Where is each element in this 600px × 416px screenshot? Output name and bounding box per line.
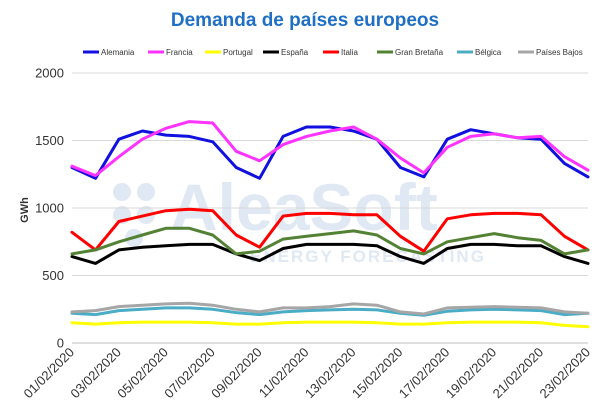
series-group bbox=[70, 120, 590, 329]
chart-title: Demanda de países europeos bbox=[171, 10, 439, 31]
legend: Alemania Francia Portugal España Italia Gran … bbox=[83, 48, 583, 57]
legend-label: Gran Bretaña bbox=[395, 48, 444, 57]
series-line bbox=[70, 301, 590, 316]
legend-label: Países Bajos bbox=[536, 48, 583, 57]
grid bbox=[72, 72, 588, 276]
x-tick-label: 09/02/2020 bbox=[208, 345, 265, 402]
x-tick-label: 23/02/2020 bbox=[536, 345, 593, 402]
series-line bbox=[70, 120, 590, 178]
watermark-subtext: ENERGY FORECASTING bbox=[250, 247, 486, 266]
watermark-dot bbox=[137, 183, 155, 201]
y-tick-label: 1000 bbox=[35, 201, 64, 216]
watermark-text: AleaSoft bbox=[170, 170, 438, 244]
legend-label: Italia bbox=[341, 48, 358, 57]
legend-label: Bélgica bbox=[475, 48, 502, 57]
y-tick-label: 0 bbox=[57, 336, 64, 351]
series-line bbox=[70, 306, 590, 317]
series-line bbox=[70, 207, 590, 253]
y-axis-label: GWh bbox=[19, 197, 31, 223]
series-line bbox=[70, 320, 590, 329]
y-tick-label: 500 bbox=[42, 268, 64, 283]
legend-label: Alemania bbox=[101, 48, 135, 57]
series-line bbox=[70, 226, 590, 256]
watermark-dot bbox=[113, 183, 131, 201]
y-tick-label: 2000 bbox=[35, 66, 64, 81]
x-axis-ticks: 01/02/202003/02/202005/02/202007/02/2020… bbox=[20, 345, 593, 402]
legend-label: España bbox=[281, 48, 309, 57]
legend-label: Francia bbox=[166, 48, 193, 57]
y-tick-label: 1500 bbox=[35, 133, 64, 148]
series-line bbox=[70, 242, 590, 265]
legend-label: Portugal bbox=[223, 48, 253, 57]
y-axis-ticks: 0 500 1000 1500 2000 bbox=[35, 66, 64, 351]
